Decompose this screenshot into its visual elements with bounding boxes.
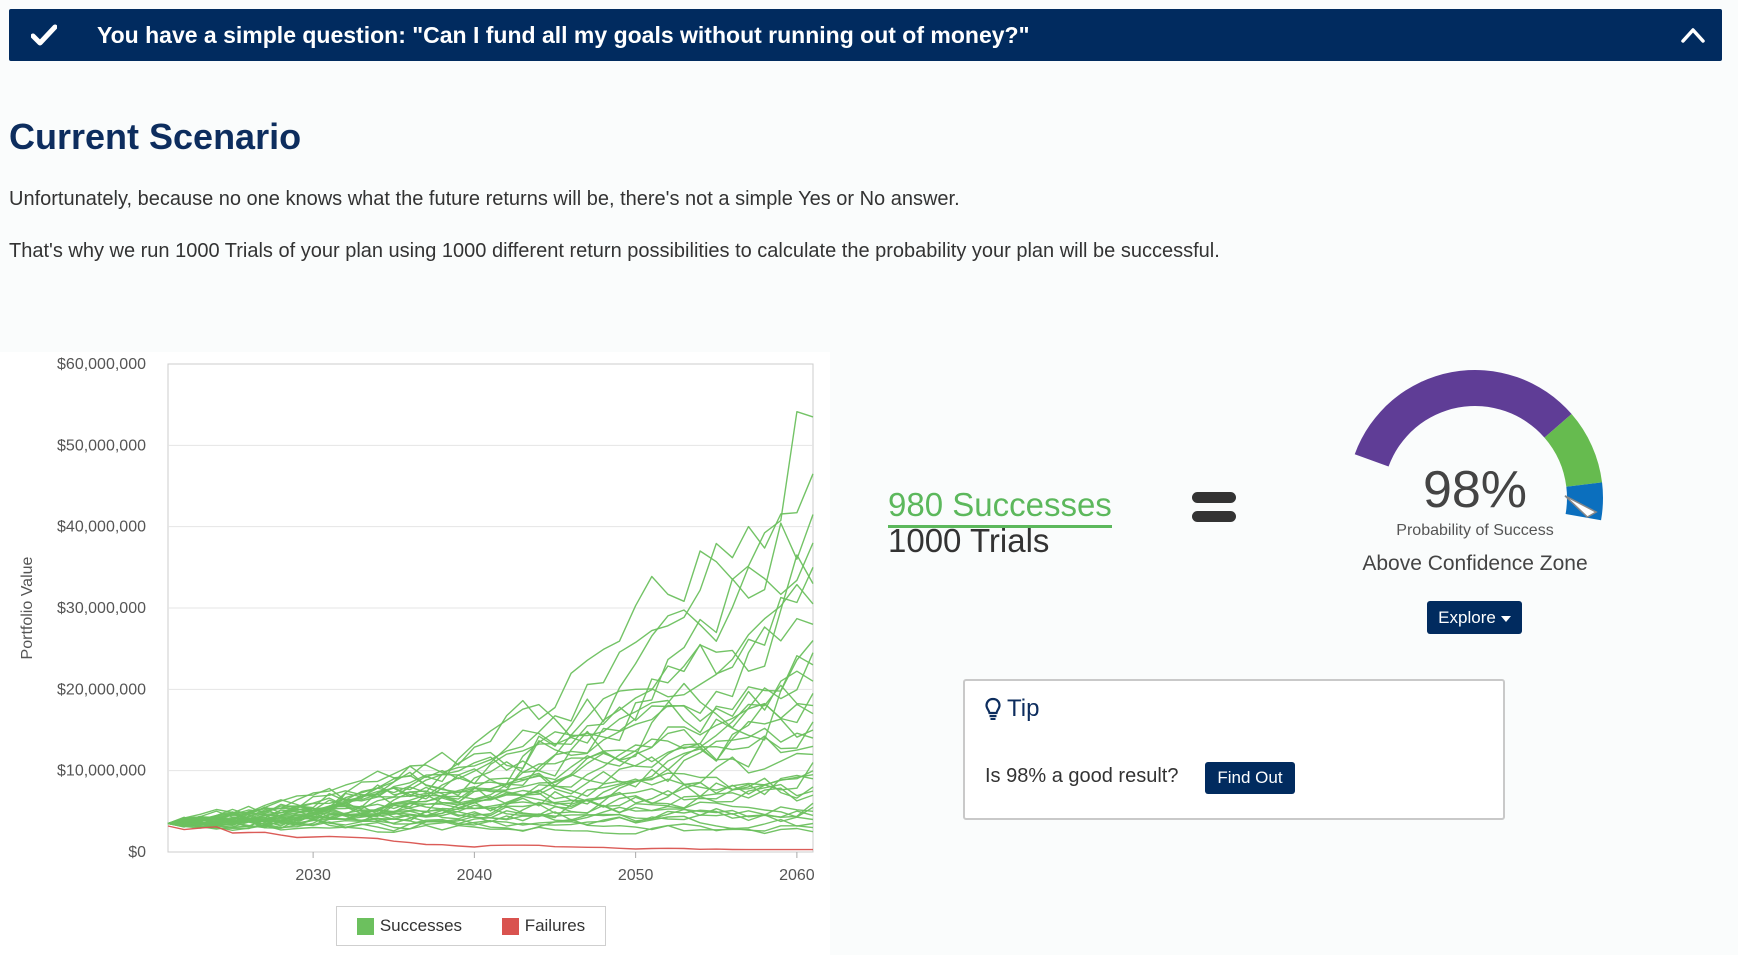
success-path xyxy=(167,815,814,830)
legend-item-successes[interactable]: Successes xyxy=(356,916,463,936)
page-title: Current Scenario xyxy=(9,116,302,157)
check-icon xyxy=(31,24,57,46)
chart-legend: Successes Failures xyxy=(336,906,606,946)
success-path xyxy=(168,514,814,825)
success-path xyxy=(167,554,814,826)
equals-bar-bottom xyxy=(1192,511,1236,522)
chevron-up-icon[interactable] xyxy=(1680,25,1706,45)
portfolio-chart: $0 $10,000,000 $20,000,000 $30,000,000 $40,0… xyxy=(0,352,830,955)
tip-title: Tip xyxy=(1007,695,1040,722)
legend-label-failures: Failures xyxy=(524,916,586,935)
confidence-zone: Above Confidence Zone xyxy=(1362,552,1588,575)
x-tick-label: 2050 xyxy=(618,867,654,884)
success-path xyxy=(167,787,814,829)
x-tick-label: 2030 xyxy=(295,867,331,884)
y-tick-label: $60,000,000 xyxy=(57,356,146,373)
success-path xyxy=(167,684,814,827)
success-path xyxy=(167,567,814,825)
tip-header: Tip xyxy=(985,695,1039,723)
question-banner[interactable]: You have a simple question: "Can I fund … xyxy=(9,9,1722,61)
y-tick-label: $10,000,000 xyxy=(57,763,146,780)
equals-icon xyxy=(1192,490,1236,524)
success-path xyxy=(167,819,814,835)
trials-count: 1000 Trials xyxy=(888,522,1050,559)
y-tick-label: $20,000,000 xyxy=(57,681,146,698)
legend-swatch-failures xyxy=(501,917,519,935)
tip-card: Tip Is 98% a good result? Find Out xyxy=(963,679,1505,820)
gauge-segment-mid xyxy=(1544,414,1603,487)
y-tick-label: $50,000,000 xyxy=(57,437,146,454)
y-tick-label: $30,000,000 xyxy=(57,600,146,617)
equals-bar-top xyxy=(1192,492,1236,503)
success-path xyxy=(167,802,814,828)
legend-label-successes: Successes xyxy=(379,916,463,935)
success-path xyxy=(167,727,814,825)
probability-gauge xyxy=(1354,370,1603,521)
success-path xyxy=(167,774,814,826)
failure-path xyxy=(167,825,813,851)
chart-svg: $0 $10,000,000 $20,000,000 $30,000,000 $40,0… xyxy=(19,356,815,884)
success-path xyxy=(167,783,814,826)
gauge-label: Probability of Success xyxy=(1396,522,1554,539)
gauge-percent: 98% xyxy=(1422,461,1528,519)
legend-swatch-successes xyxy=(356,917,374,935)
explore-button[interactable]: Explore xyxy=(1427,601,1522,634)
y-axis-label: Portfolio Value xyxy=(19,556,36,659)
lightbulb-icon xyxy=(985,697,1001,720)
banner-title: You have a simple question: "Can I fund … xyxy=(97,22,1030,48)
x-tick-label: 2040 xyxy=(457,867,493,884)
caret-down-icon xyxy=(1500,615,1511,622)
method-paragraph: That's why we run 1000 Trials of your pl… xyxy=(9,240,1220,262)
find-out-button[interactable]: Find Out xyxy=(1205,762,1295,794)
success-path xyxy=(167,770,814,825)
legend-item-failures[interactable]: Failures xyxy=(501,916,586,936)
intro-paragraph: Unfortunately, because no one knows what… xyxy=(9,188,960,210)
explore-label: Explore xyxy=(1438,608,1496,627)
y-tick-label: $0 xyxy=(128,844,146,861)
successes-count: 980 Successes xyxy=(888,486,1112,528)
gauge-segment-low xyxy=(1354,370,1572,467)
tip-question: Is 98% a good result? xyxy=(985,765,1179,787)
gauge-pointer-icon xyxy=(1564,495,1598,518)
success-path xyxy=(167,703,814,827)
success-path xyxy=(167,808,814,830)
y-tick-label: $40,000,000 xyxy=(57,519,146,536)
x-tick-label: 2060 xyxy=(779,867,815,884)
